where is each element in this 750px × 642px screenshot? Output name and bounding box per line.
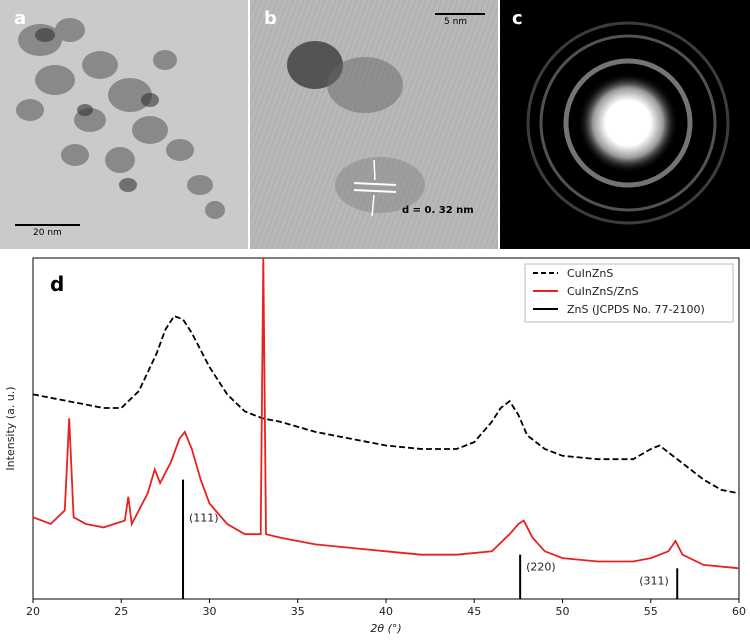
peak-index-label: (311)	[639, 574, 669, 587]
x-tick-label: 35	[291, 605, 305, 618]
x-axis-label: 2θ (°)	[370, 622, 401, 635]
peak-index-label: (220)	[526, 561, 556, 574]
xrd-chart: 20 25 30 35 40 45 50 55 60 (111) (220) (311) CuInZ…	[0, 249, 750, 638]
hrtem-panel-b: b 5 nm d = 0. 32 nm	[250, 0, 498, 249]
x-tick-label: 60	[732, 605, 746, 618]
x-tick-label: 25	[114, 605, 128, 618]
x-tick-label: 45	[467, 605, 481, 618]
legend-label: CuInZnS/ZnS	[567, 285, 639, 298]
x-tick-label: 50	[556, 605, 570, 618]
saed-panel-c: c	[500, 0, 750, 249]
saed-pattern-c	[500, 0, 750, 249]
series-line-0	[32, 314, 740, 495]
peak-index-label: (111)	[189, 512, 219, 525]
panel-label-b: b	[264, 8, 277, 29]
panel-label-a: a	[14, 8, 27, 29]
legend-label: CuInZnS	[567, 267, 613, 280]
panel-label-c: c	[512, 8, 523, 29]
panel-label-d: d	[50, 272, 64, 296]
tem-panel-a: a 20 nm	[0, 0, 248, 249]
series-line-1	[32, 257, 740, 570]
hrtem-image-b	[250, 0, 498, 249]
x-tick-label: 40	[379, 605, 393, 618]
x-tick-label: 55	[644, 605, 658, 618]
scale-bar-label-b: 5 nm	[444, 17, 468, 27]
x-tick-label: 20	[26, 605, 40, 618]
scale-bar-label-a: 20 nm	[33, 228, 62, 238]
legend-label: ZnS (JCPDS No. 77-2100)	[567, 303, 705, 316]
x-tick-label: 30	[203, 605, 217, 618]
y-axis-label: Intensity (a. u.)	[4, 386, 17, 470]
xrd-chart-svg: 20 25 30 35 40 45 50 55 60 (111) (220) (311) CuInZ…	[4, 257, 746, 635]
lattice-spacing-label: d = 0. 32 nm	[402, 205, 474, 216]
legend-box	[524, 263, 734, 323]
tem-image-a	[0, 0, 248, 249]
